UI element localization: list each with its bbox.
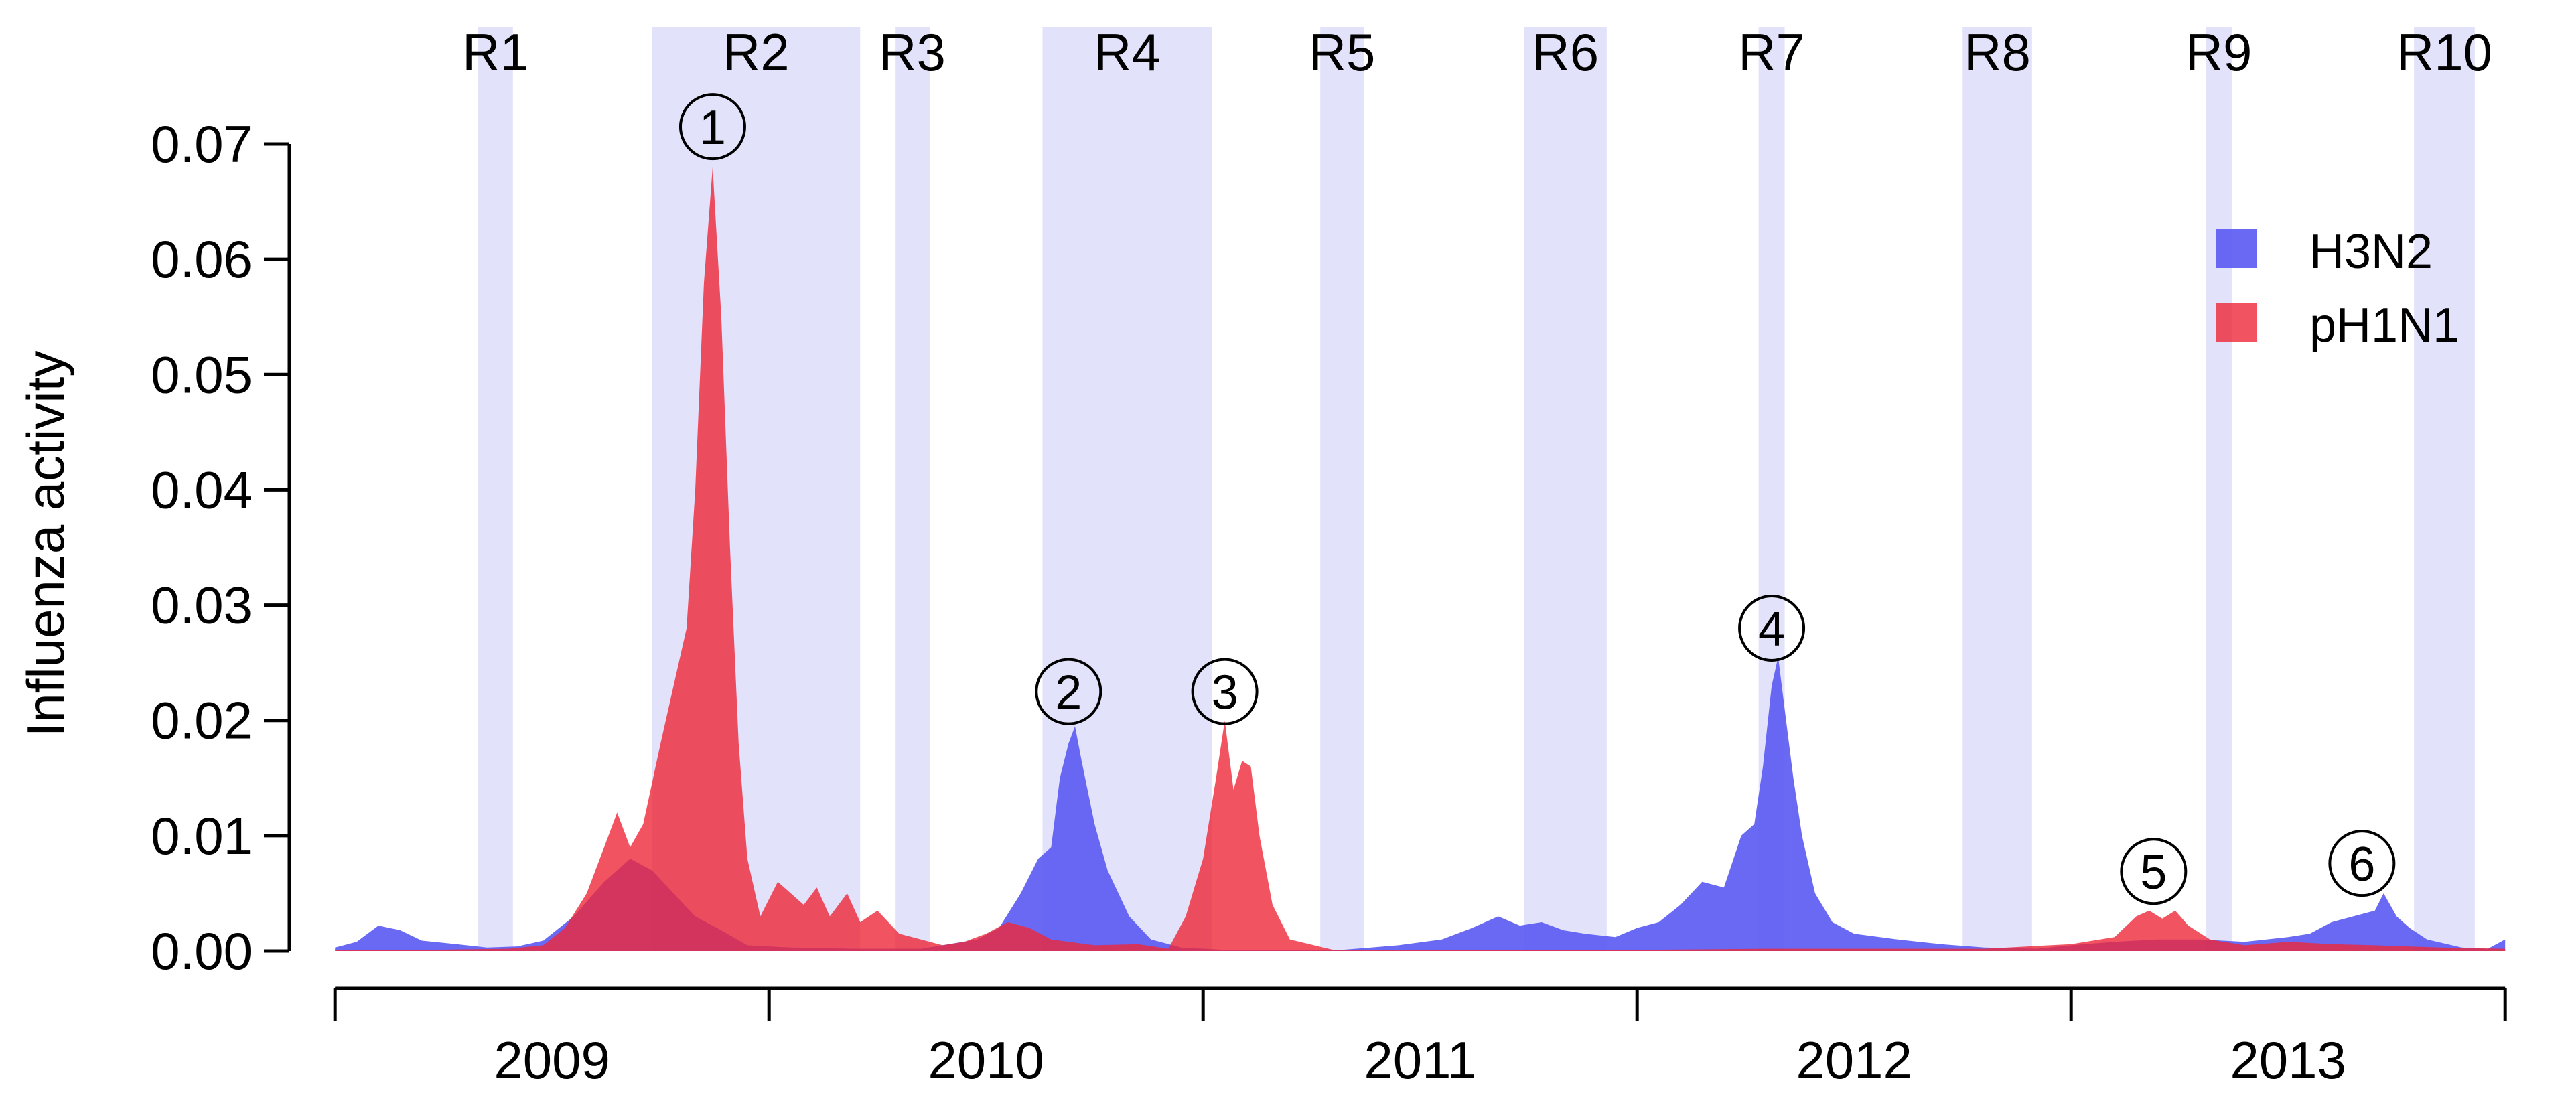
year-label-2011: 2011 bbox=[1364, 1031, 1476, 1090]
region-band-6 bbox=[1524, 27, 1607, 951]
region-label-10: R10 bbox=[2396, 23, 2492, 82]
annotation-circle-4 bbox=[1738, 595, 1806, 662]
region-label-5: R5 bbox=[1309, 23, 1376, 82]
y-tick-label-6: 0.06 bbox=[151, 230, 253, 289]
region-label-1: R1 bbox=[462, 23, 529, 82]
y-tick-label-7: 0.07 bbox=[151, 115, 253, 173]
region-bands bbox=[478, 27, 2475, 951]
annotation-label-2: 2 bbox=[1055, 666, 1082, 720]
region-label-4: R4 bbox=[1094, 23, 1161, 82]
legend-swatch-ph1n1 bbox=[2216, 303, 2257, 342]
region-label-8: R8 bbox=[1964, 23, 2031, 82]
annotation-label-5: 5 bbox=[2140, 846, 2167, 899]
legend-label-ph1n1: pH1N1 bbox=[2309, 299, 2459, 352]
annotation-circle-5 bbox=[2120, 838, 2188, 905]
year-label-2009: 2009 bbox=[494, 1031, 610, 1090]
region-label-3: R3 bbox=[879, 23, 946, 82]
region-label-9: R9 bbox=[2186, 23, 2252, 82]
annotation-circle-2 bbox=[1035, 658, 1102, 725]
legend-label-h3n2: H3N2 bbox=[2309, 225, 2433, 279]
annotation-circle-1 bbox=[678, 93, 746, 161]
year-label-2010: 2010 bbox=[928, 1031, 1044, 1090]
region-band-5 bbox=[1320, 27, 1364, 951]
annotation-circle-3 bbox=[1191, 658, 1259, 725]
region-band-3 bbox=[895, 27, 930, 951]
y-tick-label-5: 0.05 bbox=[151, 345, 253, 404]
region-label-2: R2 bbox=[723, 23, 790, 82]
legend-swatch-h3n2 bbox=[2216, 229, 2257, 268]
region-label-6: R6 bbox=[1532, 23, 1599, 82]
y-tick-label-4: 0.04 bbox=[151, 460, 253, 519]
y-tick-label-3: 0.03 bbox=[151, 576, 253, 635]
legend: H3N2 pH1N1 bbox=[2216, 225, 2459, 352]
region-band-1 bbox=[478, 27, 513, 951]
region-band-8 bbox=[1962, 27, 2032, 951]
region-band-9 bbox=[2206, 27, 2232, 951]
annotation-circle-6 bbox=[2328, 830, 2396, 897]
annotation-label-4: 4 bbox=[1758, 603, 1785, 656]
y-tick-label-2: 0.02 bbox=[151, 691, 253, 750]
annotation-label-3: 3 bbox=[1212, 666, 1238, 720]
year-label-2013: 2013 bbox=[2230, 1031, 2346, 1090]
y-axis: 0.00 0.01 0.02 0.03 0.04 0.05 0.06 0.07 bbox=[151, 115, 291, 980]
annotation-label-6: 6 bbox=[2348, 838, 2375, 891]
y-tick-label-0: 0.00 bbox=[151, 921, 253, 980]
annotation-label-1: 1 bbox=[699, 101, 726, 155]
region-band-10 bbox=[2414, 27, 2475, 951]
region-labels: R1 R2 R3 R4 R5 R6 R7 R8 R9 R10 bbox=[462, 23, 2492, 82]
x-axis: 2009 2010 2011 2012 2013 bbox=[333, 986, 2507, 1090]
year-label-2012: 2012 bbox=[1796, 1031, 1912, 1090]
peak-annotations: 1 2 3 4 5 6 bbox=[678, 93, 2396, 905]
y-axis-label: Influenza activity bbox=[16, 351, 75, 737]
region-label-7: R7 bbox=[1738, 23, 1805, 82]
y-tick-label-1: 0.01 bbox=[151, 806, 253, 865]
